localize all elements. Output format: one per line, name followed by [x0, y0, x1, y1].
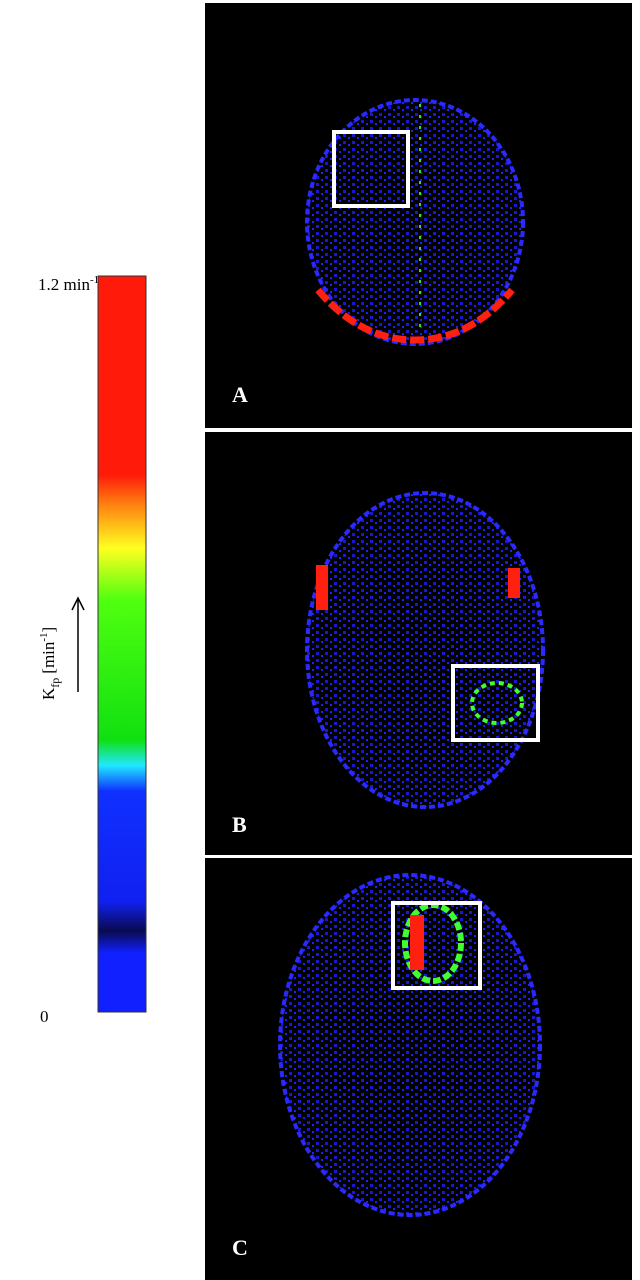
edge-hotspot — [508, 568, 520, 598]
max-value: 1.2 min — [38, 275, 90, 294]
roi-box — [332, 130, 410, 208]
roi-box — [451, 664, 540, 742]
lesion-core — [410, 915, 424, 970]
panel-label: C — [232, 1235, 248, 1260]
colorbar-min-label: 0 — [40, 1007, 49, 1026]
axis-arrow-head — [71, 596, 85, 611]
brain-slice — [305, 491, 545, 809]
brain-slice — [278, 873, 542, 1217]
axis-close: ] — [39, 627, 58, 633]
colorbar-max-label: 1.2 min-1 — [38, 274, 99, 294]
axis-symbol: K — [39, 687, 58, 700]
axis-unit: [min — [39, 641, 58, 674]
edge-hotspot — [315, 287, 515, 344]
colorbar-axis-label: Kfp [min-1] — [38, 627, 62, 700]
roi-box — [391, 901, 482, 990]
axis-subscript: fp — [48, 678, 62, 688]
panel-label: B — [232, 812, 247, 837]
max-unit-sup: -1 — [90, 274, 99, 286]
brain-slice — [305, 98, 525, 346]
edge-hotspot — [316, 565, 328, 610]
colorbar — [97, 275, 147, 1013]
lesion — [470, 681, 524, 725]
axis-unit-sup: -1 — [38, 632, 50, 641]
panel-label: A — [232, 382, 248, 407]
